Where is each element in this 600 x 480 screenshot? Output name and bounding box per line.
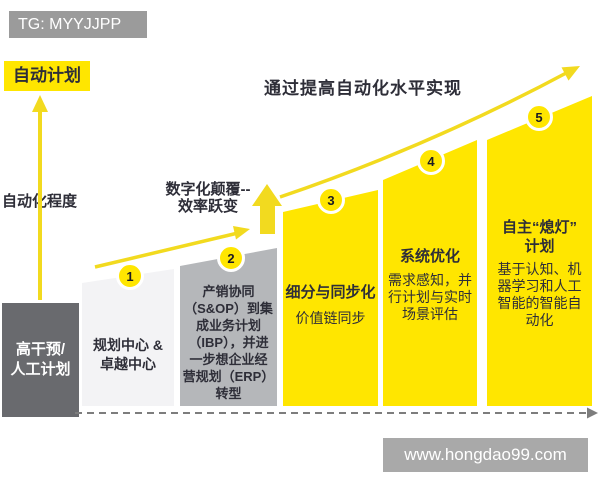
stage-text-2: 产销协同 （S&OP）到集 成业务计划 （IBP），并进 一步想企业经 营规划（… xyxy=(180,283,277,402)
site-watermark: www.hongdao99.com xyxy=(383,438,588,472)
stage-body-3: 价值链同步 xyxy=(295,310,366,326)
stage-text-1: 规划中心 & 卓越中心 xyxy=(82,336,174,374)
stage-text-3: 细分与同步化 价值链同步 xyxy=(283,284,378,327)
stage-body-2: 产销协同 （S&OP）到集 成业务计划 （IBP），并进 一步想企业经 营规划（… xyxy=(182,284,275,401)
stage-text-4: 系统优化 需求感知，并 行计划与实时 场景评估 xyxy=(383,248,477,323)
baseline-arrowhead-icon xyxy=(587,407,598,419)
growth-arrowhead-icon xyxy=(561,66,580,81)
stage-text-5: 自主“熄灯” 计划 基于认知、机 器学习和人工 智能的智能自 动化 xyxy=(487,218,592,329)
stage-number-badge-4: 4 xyxy=(417,147,445,175)
top-caption: 通过提高自动化水平实现 xyxy=(264,79,462,98)
stage-body-5: 基于认知、机 器学习和人工 智能的智能自 动化 xyxy=(497,261,582,328)
stage-bar-2 xyxy=(180,248,277,406)
y-axis-label: 自动化程度 xyxy=(2,193,78,210)
stage-title-5: 自主“熄灯” 计划 xyxy=(501,219,577,255)
stage-body-4: 需求感知，并 行计划与实时 场景评估 xyxy=(388,272,472,322)
site-watermark-text: www.hongdao99.com xyxy=(404,445,567,464)
stage-bar-3 xyxy=(283,190,378,406)
axis-arrowhead-icon xyxy=(32,95,48,112)
stage-title-4: 系统优化 xyxy=(399,248,460,265)
digital-disruption-label: 数字化颠覆-- 效率跃变 xyxy=(165,181,251,215)
stage-number-badge-5: 5 xyxy=(525,103,553,131)
manual-planning-box: 高干预/ 人工计划 xyxy=(2,303,79,417)
tg-watermark: TG: MYYJJPP xyxy=(9,11,147,38)
stage-number-badge-1: 1 xyxy=(116,262,144,290)
stage12-arrowhead-icon xyxy=(233,226,250,240)
tg-watermark-text: TG: MYYJJPP xyxy=(18,15,122,33)
stage-body-1: 规划中心 & 卓越中心 xyxy=(93,337,163,372)
target-label: 自动计划 xyxy=(4,61,90,92)
stage-number-badge-2: 2 xyxy=(217,244,245,272)
stage-title-3: 细分与同步化 xyxy=(285,284,376,301)
stage-bar-1 xyxy=(82,269,174,406)
stage-number-badge-3: 3 xyxy=(317,186,345,214)
